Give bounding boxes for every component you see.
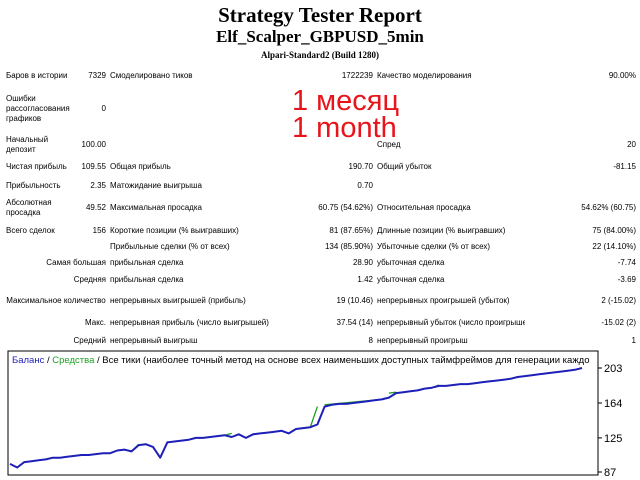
stat-label: Короткие позиции (% выигравших)	[110, 226, 239, 235]
stats-row: Баров в истории 7329 Смоделировано тиков…	[4, 66, 638, 85]
stat-label: непрерывных выигрышей (прибыль)	[110, 296, 246, 305]
stat-label: Ошибки рассогласования графиков	[6, 94, 70, 123]
series-balance-line	[9, 367, 583, 469]
stats-row: Абсолютная просадка 49.52 Максимальная п…	[4, 194, 638, 222]
stat-label: Самая большая	[46, 257, 106, 267]
stat-value: -15.02 (2)	[601, 318, 636, 327]
stat-value: 156	[92, 226, 106, 235]
stat-label: прибыльная сделка	[110, 274, 184, 284]
stat-label: убыточная сделка	[377, 257, 445, 267]
balance-chart: 203 164 125 87 Баланс / Средства / Все тики…	[4, 348, 636, 479]
legend-separator: /	[44, 355, 53, 366]
y-tick-label: 164	[604, 398, 622, 410]
stats-row: Прибыльные сделки (% от всех) 134 (85.90…	[4, 240, 638, 254]
stat-label: непрерывных проигрышей (убыток)	[377, 296, 510, 305]
y-tick-label: 203	[604, 363, 622, 375]
stat-value: 134 (85.90%)	[324, 242, 373, 251]
stat-value: 109.55	[81, 162, 106, 171]
stat-value: 2.35	[90, 180, 106, 190]
y-tick-label: 125	[604, 433, 622, 445]
stat-label: Максимальное количество	[6, 296, 106, 305]
stat-value: 37.54 (14)	[336, 318, 373, 327]
stat-value: 1	[631, 335, 636, 345]
stat-value: 75 (84.00%)	[592, 226, 636, 235]
stat-value: 90.00%	[608, 70, 636, 80]
period-annotation: 1 месяц 1 month	[292, 85, 400, 144]
server-build: Alpari-Standard2 (Build 1280)	[260, 50, 380, 60]
stat-value: 54.62% (60.75)	[581, 203, 636, 212]
stats-row: Начальный депозит 100.00 Спред 20	[4, 133, 638, 157]
stat-value: 7329	[88, 70, 106, 80]
series-equity-segment	[388, 391, 397, 394]
stat-label: непрерывный выигрыш	[110, 335, 198, 345]
expert-name: Elf_Scalper_GBPUSD_5min	[216, 27, 424, 46]
stat-value: 19 (10.46)	[336, 296, 373, 305]
stat-value: 20	[627, 140, 636, 149]
stat-value: 100.00	[81, 140, 106, 149]
stat-label: непрерывный проигрыш	[377, 335, 468, 345]
stat-value: -7.74	[617, 257, 636, 267]
stat-value: 81 (87.65%)	[329, 226, 373, 235]
stats-table: Баров в истории 7329 Смоделировано тиков…	[4, 66, 638, 349]
stat-label: Баров в истории	[6, 70, 68, 80]
stat-value: 60.75 (54.62%)	[318, 203, 373, 212]
stat-value: 8	[368, 335, 373, 345]
stat-label: Чистая прибыль	[6, 162, 67, 171]
stat-label: Максимальная просадка	[110, 203, 202, 212]
stats-row: Макс. непрерывная прибыль (число выигрыш…	[4, 314, 638, 332]
stats-row: Средняя прибыльная сделка 1.42 убыточная…	[4, 271, 638, 288]
stats-row: Всего сделок 156 Короткие позиции (% выи…	[4, 222, 638, 240]
balance-chart-svg: 203 164 125 87	[7, 350, 622, 479]
stat-label: Смоделировано тиков	[110, 70, 193, 80]
stats-row: Самая большая прибыльная сделка 28.90 уб…	[4, 254, 638, 271]
stat-label: Абсолютная просадка	[6, 198, 52, 217]
stats-row: Прибыльность 2.35 Матожидание выигрыша 0…	[4, 177, 638, 194]
stat-label: Длинные позиции (% выигравших)	[377, 226, 506, 235]
report-title: Strategy Tester Report	[218, 3, 422, 27]
stat-value: 28.90	[352, 257, 373, 267]
stat-label: Средний	[73, 335, 106, 345]
stat-value: 0.70	[357, 180, 373, 190]
stat-label: Общий убыток	[377, 162, 432, 171]
stat-value: 2 (-15.02)	[601, 296, 636, 305]
stat-value: 0	[101, 104, 106, 113]
stat-label: Матожидание выигрыша	[110, 180, 202, 190]
stat-value: 190.70	[348, 162, 373, 171]
period-annotation-en: 1 month	[292, 112, 397, 144]
stat-label: Средняя	[73, 274, 106, 284]
stat-label: прибыльная сделка	[110, 257, 184, 267]
stat-label: непрерывная прибыль (число выигрышей)	[110, 318, 269, 327]
stat-label: Прибыльность	[6, 180, 61, 190]
stat-label: убыточная сделка	[377, 274, 445, 284]
legend-equity: Средства	[52, 355, 95, 366]
stat-label: Всего сделок	[6, 226, 55, 235]
chart-frame	[7, 350, 599, 476]
stat-value: 49.52	[85, 203, 106, 212]
stat-value: -81.15	[613, 162, 636, 171]
stat-label: непрерывный убыток (число проигрышей)	[377, 318, 525, 327]
series-equity-segment	[309, 406, 319, 428]
stat-label: Относительная просадка	[377, 203, 471, 212]
stat-label: Общая прибыль	[110, 162, 171, 171]
stat-label: Качество моделирования	[377, 70, 472, 80]
stat-label: Спред	[377, 140, 401, 149]
stats-row: Максимальное количество непрерывных выиг…	[4, 288, 638, 314]
stats-row: Чистая прибыль 109.55 Общая прибыль 190.…	[4, 157, 638, 177]
stat-value: 22 (14.10%)	[592, 242, 636, 251]
y-tick-label: 87	[604, 467, 616, 478]
stat-value: 1722239	[341, 70, 373, 80]
stats-row: Средний непрерывный выигрыш 8 непрерывны…	[4, 332, 638, 349]
stat-label: Убыточные сделки (% от всех)	[377, 242, 491, 251]
stats-row: Ошибки рассогласования графиков 0	[4, 85, 638, 133]
legend-description: / Все тики (наиболее точный метод на осн…	[94, 355, 590, 366]
chart-legend: Баланс / Средства / Все тики (наиболее т…	[12, 355, 602, 366]
stat-value: 1.42	[357, 274, 373, 284]
stat-value: -3.69	[617, 274, 636, 284]
stat-label: Прибыльные сделки (% от всех)	[110, 242, 230, 251]
legend-balance: Баланс	[12, 355, 45, 366]
stat-label: Макс.	[84, 318, 106, 327]
stat-label: Начальный депозит	[6, 135, 49, 154]
period-annotation-ru: 1 месяц	[292, 85, 400, 117]
